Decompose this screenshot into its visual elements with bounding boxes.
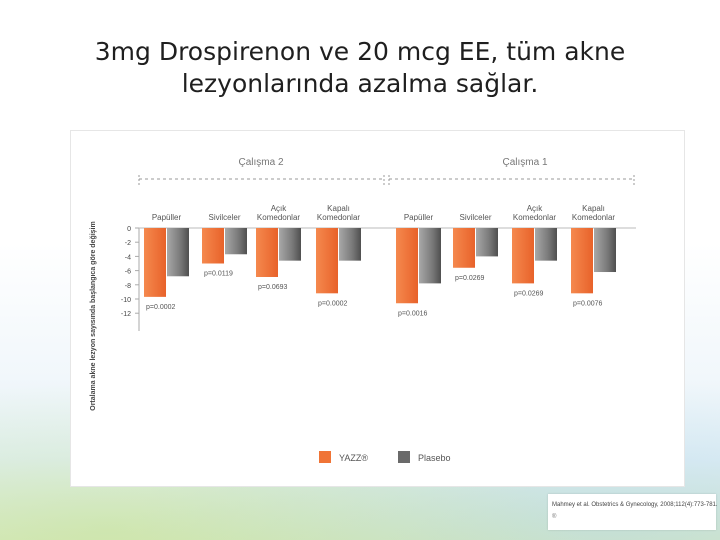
category-label-line2: Komedonlar [572,213,615,222]
bar-yazz [512,228,534,284]
bar-plasebo [279,228,301,261]
p-value-label: p=0.0016 [398,310,427,317]
p-value-label: p=0.0269 [455,275,484,282]
category-label: Sivilceler [459,213,491,222]
bar-plasebo [339,228,361,261]
bar-plasebo [594,228,616,273]
p-value-label: p=0.0002 [146,304,175,311]
category-label-line1: Kapalı [582,204,605,213]
category-label-line1: Açık [527,204,544,213]
bar-chart: Çalışma 2 Çalışma 1 Papüller Sivilceler Açık… [90,157,636,463]
bar-yazz [144,228,166,297]
bar-plasebo [167,228,189,277]
bar-yazz [316,228,338,294]
y-tick-label: 0 [127,226,131,233]
y-tick-label: -10 [121,297,131,304]
category-label: Sivilceler [208,213,240,222]
category-label-line2: Komedonlar [513,213,556,222]
p-value-label: p=0.0076 [573,300,602,307]
p-value-label: p=0.0119 [204,271,233,278]
category-label-line1: Kapalı [327,204,350,213]
citation-box: Mahmey et al. Obstetrics & Gynecology, 2… [548,494,718,530]
legend-swatch-yazz [319,451,331,463]
bar-plasebo [535,228,557,261]
bar-plasebo [419,228,441,284]
y-tick-label: -4 [125,254,131,261]
citation-mark: ® [552,514,557,520]
category-label-line2: Komedonlar [257,213,300,222]
bar-yazz [396,228,418,304]
slide-title: 3mg Drospirenon ve 20 mcg EE, tüm akne l… [10,36,710,100]
group-label: Çalışma 2 [238,157,283,168]
bar-yazz [202,228,224,264]
citation-text: Mahmey et al. Obstetrics & Gynecology, 2… [552,502,718,508]
y-tick-label: -2 [125,240,131,247]
p-value-label: p=0.0002 [318,300,347,307]
y-axis-label: Ortalama akne lezyon sayısında başlangıc… [90,221,97,410]
bar-plasebo [225,228,247,255]
title-line-2: lezyonlarında azalma sağlar. [181,69,539,98]
p-value-label: p=0.0693 [258,284,287,291]
bar-yazz [571,228,593,294]
legend-label-yazz: YAZZ® [339,453,368,463]
y-tick-label: -12 [121,311,131,318]
legend-label-plasebo: Plasebo [418,453,451,463]
category-label-line2: Komedonlar [317,213,360,222]
chart-figure: Çalışma 2 Çalışma 1 Papüller Sivilceler Açık… [70,130,685,487]
title-line-1: 3mg Drospirenon ve 20 mcg EE, tüm akne [94,37,626,66]
legend-swatch-plasebo [398,451,410,463]
y-tick-label: -6 [125,269,131,276]
group-label: Çalışma 1 [502,157,547,168]
category-label-line1: Açık [271,204,288,213]
bar-yazz [453,228,475,268]
bar-yazz [256,228,278,277]
category-label: Papüller [404,213,434,222]
y-tick-label: -8 [125,283,131,290]
category-label: Papüller [152,213,182,222]
bar-plasebo [476,228,498,257]
p-value-label: p=0.0269 [514,290,543,297]
